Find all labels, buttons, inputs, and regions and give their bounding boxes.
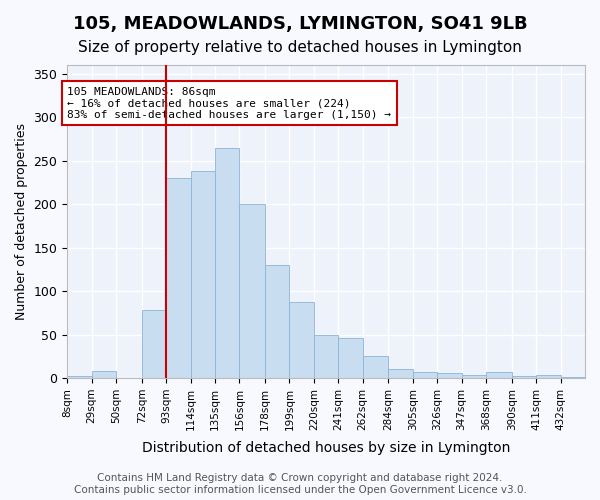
Bar [461, 374, 486, 378]
Bar [338, 338, 363, 378]
Bar [512, 376, 536, 378]
Bar [215, 148, 239, 378]
Bar [413, 372, 437, 378]
Text: Size of property relative to detached houses in Lymington: Size of property relative to detached ho… [78, 40, 522, 55]
Text: Contains HM Land Registry data © Crown copyright and database right 2024.
Contai: Contains HM Land Registry data © Crown c… [74, 474, 526, 495]
Bar [67, 376, 92, 378]
Text: 105, MEADOWLANDS, LYMINGTON, SO41 9LB: 105, MEADOWLANDS, LYMINGTON, SO41 9LB [73, 15, 527, 33]
Bar [314, 334, 338, 378]
Bar [166, 178, 191, 378]
Bar [363, 356, 388, 378]
Bar [191, 171, 215, 378]
Bar [92, 371, 116, 378]
Bar [388, 370, 413, 378]
Bar [560, 377, 585, 378]
Bar [437, 373, 461, 378]
Bar [239, 204, 265, 378]
Bar [536, 376, 560, 378]
Bar [142, 310, 166, 378]
X-axis label: Distribution of detached houses by size in Lymington: Distribution of detached houses by size … [142, 441, 510, 455]
Bar [289, 302, 314, 378]
Text: 105 MEADOWLANDS: 86sqm
← 16% of detached houses are smaller (224)
83% of semi-de: 105 MEADOWLANDS: 86sqm ← 16% of detached… [67, 86, 391, 120]
Bar [486, 372, 512, 378]
Y-axis label: Number of detached properties: Number of detached properties [15, 123, 28, 320]
Bar [265, 265, 289, 378]
